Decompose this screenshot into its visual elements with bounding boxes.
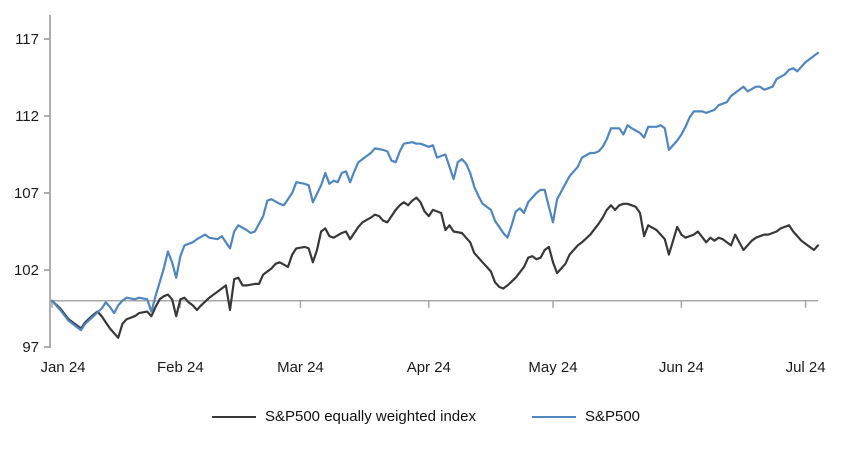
legend-item-sp500: S&P500 bbox=[531, 408, 641, 425]
legend-label-equal-weight: S&P500 equally weighted index bbox=[264, 408, 476, 425]
x-axis-tick-label: Apr 24 bbox=[407, 359, 451, 376]
legend-item-equal-weight: S&P500 equally weighted index bbox=[211, 408, 476, 425]
x-axis-tick-label: Jul 24 bbox=[786, 359, 826, 376]
y-axis-tick-label: 97 bbox=[22, 339, 39, 356]
chart-legend: S&P500 equally weighted index S&P500 bbox=[0, 408, 852, 425]
sp500-line-swatch bbox=[531, 415, 576, 418]
x-axis-tick-label: Jan 24 bbox=[40, 359, 85, 376]
y-axis-tick-label: 102 bbox=[14, 262, 39, 279]
y-axis-tick-label: 117 bbox=[15, 31, 39, 48]
sp500-series-line bbox=[50, 51, 820, 332]
x-axis-tick-label: May 24 bbox=[528, 359, 577, 376]
y-axis-tick-label: 112 bbox=[15, 108, 39, 125]
legend-label-sp500: S&P500 bbox=[584, 408, 641, 425]
x-axis-tick-label: Feb 24 bbox=[157, 359, 204, 376]
x-axis-tick-label: Mar 24 bbox=[277, 359, 324, 376]
chart-canvas: 97 102 107 112 117 Jan 24 Feb 24 Mar 24 Apr 24 Ma… bbox=[14, 15, 826, 376]
x-axis-tick-label: Jun 24 bbox=[659, 359, 704, 376]
equal-weight-line-swatch bbox=[211, 415, 256, 418]
y-axis-tick-label: 107 bbox=[14, 185, 39, 202]
equal-weight-series-line bbox=[50, 196, 820, 339]
